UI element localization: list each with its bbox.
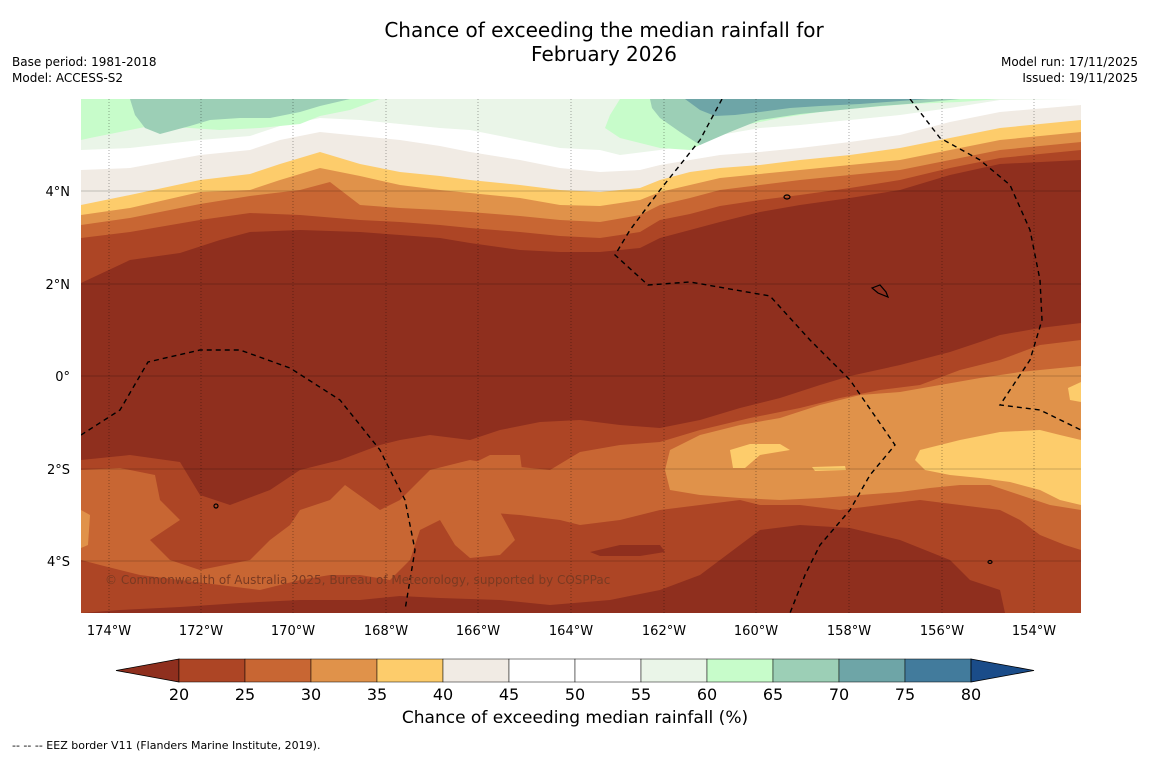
patch-south-orange-1 (470, 455, 522, 475)
band-40-45-south-east (915, 430, 1081, 505)
colorbar-title: Chance of exceeding median rainfall (%) (401, 708, 749, 728)
title-line-1: Chance of exceeding the median rainfall … (384, 18, 824, 42)
colorbar-tick-label: 30 (301, 685, 321, 704)
band-75-80-east (685, 99, 930, 116)
colorbar-segment (442, 658, 510, 683)
lon-label: 166°W (456, 624, 500, 639)
colorbar-segment (904, 658, 972, 683)
colorbar-segment (178, 658, 246, 683)
meta-left: Base period: 1981-2018 Model: ACCESS-S2 (12, 54, 157, 86)
colorbar-arrow-low (115, 658, 180, 683)
colorbar-segment (772, 658, 840, 683)
band-70-75-west (130, 99, 350, 134)
colorbar: 20 25 30 35 40 45 50 55 60 65 70 75 80 (115, 658, 1035, 704)
title-line-2: February 2026 (531, 42, 677, 66)
colorbar-segment (376, 658, 444, 683)
lon-label: 174°W (87, 624, 131, 639)
colorbar-tick-label: 55 (631, 685, 651, 704)
model-run: Model run: 17/11/2025 (1000, 55, 1138, 69)
rainfall-map: © Commonwealth of Australia 2025, Bureau… (81, 99, 1081, 613)
longitude-labels: 174°W 172°W 170°W 168°W 166°W 164°W 162°… (87, 624, 1056, 639)
base-period: Base period: 1981-2018 (12, 55, 157, 69)
patch-west-orange (81, 510, 90, 548)
islands (213, 194, 993, 565)
lat-label: 0° (55, 370, 70, 385)
colorbar-tick-label: 35 (367, 685, 387, 704)
model-name: Model: ACCESS-S2 (12, 71, 124, 85)
colorbar-segment (838, 658, 906, 683)
colorbar-tick-label: 45 (499, 685, 519, 704)
lon-label: 172°W (179, 624, 223, 639)
colorbar-tick-label: 60 (697, 685, 717, 704)
colorbar-tick-label: 80 (961, 685, 981, 704)
lon-label: 158°W (827, 624, 871, 639)
lat-label: 2°N (46, 278, 71, 293)
lon-label: 162°W (642, 624, 686, 639)
colorbar-arrow-high (970, 658, 1035, 683)
colorbar-tick-label: 70 (829, 685, 849, 704)
latitude-labels: 4°N 2°N 0° 2°S 4°S (46, 185, 71, 570)
lon-label: 170°W (271, 624, 315, 639)
chart-title: Chance of exceeding the median rainfall … (0, 18, 1150, 66)
lat-label: 4°S (47, 555, 70, 570)
latitude-lines (81, 190, 1081, 562)
lat-label: 4°N (46, 185, 71, 200)
band-40-45-spot-2 (812, 466, 846, 471)
colorbar-tick-label: 20 (169, 685, 189, 704)
colorbar-tick-label: 75 (895, 685, 915, 704)
colorbar-segment (574, 658, 642, 683)
eez-borders (81, 99, 1081, 613)
lon-label: 160°W (734, 624, 778, 639)
lon-label: 154°W (1012, 624, 1056, 639)
lon-label: 156°W (920, 624, 964, 639)
colorbar-segment (310, 658, 378, 683)
band-40-45-spot-1 (730, 444, 790, 468)
lat-label: 2°S (47, 463, 70, 478)
lon-label: 164°W (549, 624, 593, 639)
band-40-45-spot-3 (1068, 382, 1081, 402)
colorbar-segment (706, 658, 774, 683)
patch-south-dark-1 (590, 545, 665, 556)
colorbar-tick-label: 50 (565, 685, 585, 704)
copyright-notice: © Commonwealth of Australia 2025, Bureau… (105, 573, 610, 587)
lon-label: 168°W (364, 624, 408, 639)
patch-south-orange-2 (437, 510, 515, 558)
colorbar-segment (640, 658, 708, 683)
meta-right: Model run: 17/11/2025 Issued: 19/11/2025 (1001, 54, 1138, 86)
issued-date: Issued: 19/11/2025 (1022, 71, 1138, 85)
footnote: -- -- -- EEZ border V11 (Flanders Marine… (12, 739, 321, 752)
colorbar-tick-label: 65 (763, 685, 783, 704)
colorbar-segment (508, 658, 576, 683)
colorbar-tick-label: 40 (433, 685, 453, 704)
colorbar-tick-label: 25 (235, 685, 255, 704)
colorbar-segment (244, 658, 312, 683)
